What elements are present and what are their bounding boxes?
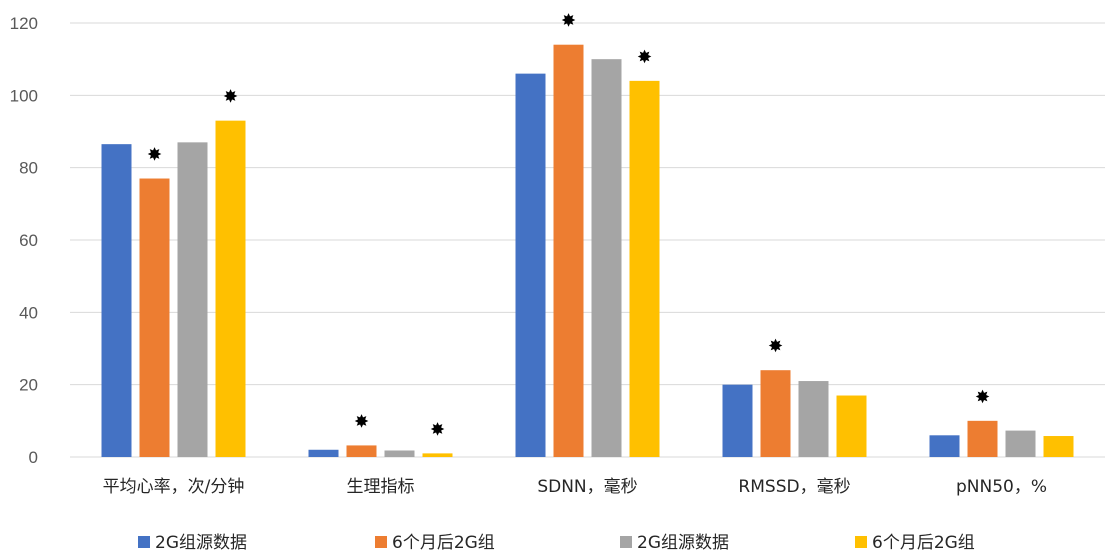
- x-category-label: RMSSD，毫秒: [738, 477, 850, 497]
- bars: [101, 44, 1074, 458]
- significance-marker: ✸: [975, 387, 990, 408]
- y-tick-label: 120: [10, 14, 38, 33]
- significance-marker: ✸: [430, 419, 445, 440]
- bar: [967, 420, 998, 457]
- bar: [308, 449, 339, 457]
- y-tick-label: 80: [19, 159, 38, 178]
- significance-marker: ✸: [637, 47, 652, 68]
- x-category-label: SDNN，毫秒: [537, 477, 637, 497]
- bar: [553, 44, 584, 457]
- legend: 2G组源数据 6个月后2G组 2G组源数据 6个月后2G组: [138, 533, 975, 553]
- bar: [384, 450, 415, 457]
- y-tick-label: 100: [10, 86, 38, 105]
- x-category-label: 生理指标: [347, 477, 415, 497]
- x-axis-categories: 平均心率，次/分钟 生理指标 SDNN，毫秒 RMSSD，毫秒 pNN50，%: [103, 477, 1047, 497]
- bar: [591, 59, 622, 458]
- significance-marker: ✸: [147, 145, 162, 166]
- significance-marker: ✸: [223, 87, 238, 108]
- bar: [1043, 436, 1074, 457]
- legend-swatch: [855, 536, 867, 548]
- bar: [798, 381, 829, 457]
- bar: [177, 142, 208, 457]
- x-category-label: 平均心率，次/分钟: [103, 477, 245, 497]
- legend-label: 2G组源数据: [155, 533, 247, 553]
- x-category-label: pNN50，%: [956, 477, 1047, 497]
- y-axis-ticks: 0 20 40 60 80 100 120: [10, 14, 38, 467]
- y-tick-label: 0: [29, 448, 38, 467]
- y-tick-label: 20: [19, 376, 38, 395]
- bar: [139, 178, 170, 457]
- bar: [215, 120, 246, 458]
- legend-label: 6个月后2G组: [872, 533, 975, 553]
- significance-marker: ✸: [561, 11, 576, 32]
- bar: [629, 80, 660, 457]
- bar: [422, 453, 453, 457]
- legend-label: 6个月后2G组: [392, 533, 495, 553]
- legend-label: 2G组源数据: [637, 533, 729, 553]
- y-tick-label: 40: [19, 303, 38, 322]
- significance-marker: ✸: [768, 336, 783, 357]
- legend-swatch: [620, 536, 632, 548]
- significance-markers: ✸ ✸ ✸ ✸ ✸ ✸ ✸ ✸: [147, 11, 990, 441]
- legend-swatch: [138, 536, 150, 548]
- bar: [760, 370, 791, 457]
- bar: [515, 73, 546, 457]
- bar: [346, 445, 377, 457]
- bar: [101, 144, 132, 458]
- bar: [1005, 430, 1036, 457]
- y-tick-label: 60: [19, 231, 38, 250]
- bar: [836, 395, 867, 457]
- bar: [929, 435, 960, 457]
- significance-marker: ✸: [354, 411, 369, 432]
- bar: [722, 384, 753, 457]
- legend-swatch: [375, 536, 387, 548]
